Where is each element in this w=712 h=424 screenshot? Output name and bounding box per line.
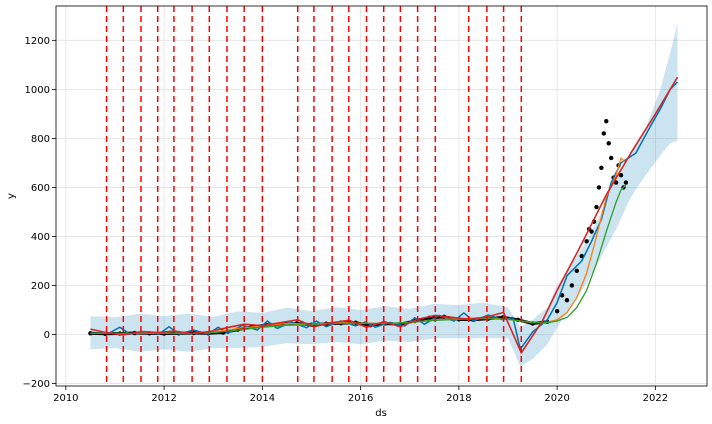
plot-area — [88, 23, 679, 367]
x-tick-label: 2010 — [53, 393, 78, 404]
observed-point — [601, 131, 607, 136]
x-tick-label: 2014 — [250, 393, 275, 404]
observed-point — [584, 239, 589, 244]
x-axis-label: ds — [375, 408, 387, 419]
y-tick-label: 1200 — [25, 36, 50, 47]
y-axis-label: y — [6, 193, 17, 199]
y-tick-label: 0 — [44, 330, 50, 341]
axes: 2010 2012 2014 2016 2018 2020 2022 −200 0 200 400 6… — [23, 36, 669, 404]
y-tick-label: 800 — [31, 134, 50, 145]
x-tick-label: 2022 — [643, 393, 668, 404]
observed-point — [554, 309, 560, 314]
changepoints — [105, 6, 523, 386]
x-tick-label: 2016 — [348, 393, 373, 404]
observed-point — [594, 204, 599, 210]
observed-point — [564, 297, 570, 303]
x-tick-label: 2018 — [446, 393, 471, 404]
y-tick-label: 1000 — [25, 85, 50, 96]
y-tick-label: 200 — [31, 281, 50, 292]
observed-point — [604, 119, 609, 124]
observed-point — [618, 172, 624, 178]
observed-point — [606, 141, 611, 146]
observed-point — [574, 268, 579, 273]
observed-point — [623, 180, 629, 185]
observed-point — [608, 155, 614, 161]
observed-point — [569, 283, 575, 288]
observed-point — [599, 165, 604, 171]
y-tick-label: 600 — [31, 183, 50, 194]
observed-point — [596, 185, 602, 190]
observed-point — [589, 229, 594, 234]
x-tick-label: 2020 — [544, 393, 569, 404]
forecast-line — [90, 81, 679, 350]
y-tick-label: 400 — [31, 232, 50, 243]
x-tick-label: 2012 — [151, 393, 176, 404]
plot-frame — [55, 5, 708, 387]
y-tick-label: −200 — [23, 379, 50, 390]
